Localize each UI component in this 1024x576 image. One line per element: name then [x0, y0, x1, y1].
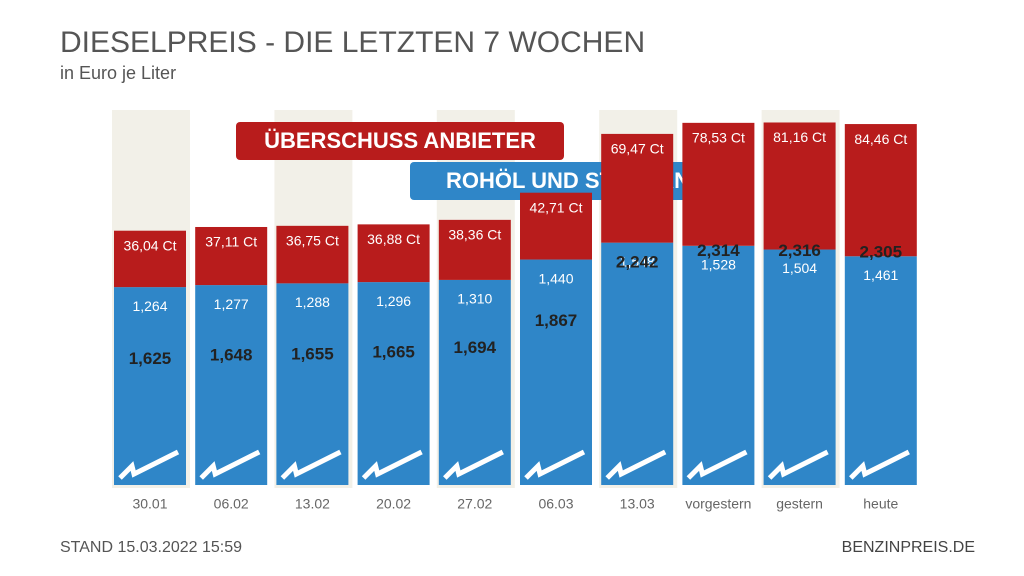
total-label: 2,314 — [697, 241, 740, 260]
axis-break — [443, 449, 504, 480]
axis-break — [686, 449, 748, 480]
value-label: 1,461 — [863, 267, 898, 283]
axis-break — [524, 449, 586, 480]
bar-segment-surplus — [763, 122, 836, 250]
bar-segment-base — [763, 249, 836, 485]
chart-subtitle: in Euro je Liter — [60, 63, 176, 83]
bar-segment-surplus — [682, 122, 755, 246]
value-label: 1,296 — [376, 293, 411, 309]
value-label: 1,277 — [214, 296, 249, 312]
total-label: 1,625 — [129, 349, 172, 368]
axis-break — [280, 449, 342, 480]
axis-break — [118, 449, 180, 480]
bar-segment-base — [438, 279, 511, 485]
x-tick-label: heute — [863, 496, 898, 512]
axis-break — [767, 449, 829, 480]
bar-segment-surplus — [844, 124, 917, 257]
total-label: 1,648 — [210, 345, 253, 364]
total-label: 1,694 — [454, 338, 497, 357]
bar-segment-surplus — [601, 133, 674, 243]
axis-break — [605, 449, 667, 480]
bar-segment-base — [357, 282, 430, 485]
x-tick-label: gestern — [776, 496, 823, 512]
axis-break — [361, 449, 423, 480]
value-label: 69,47 Ct — [611, 141, 664, 157]
value-label: 36,75 Ct — [286, 233, 339, 249]
total-label: 2,305 — [860, 243, 903, 262]
value-label: 37,11 Ct — [205, 234, 257, 250]
x-tick-label: 13.03 — [620, 496, 655, 512]
value-label: 36,04 Ct — [124, 237, 177, 253]
axis-break — [849, 449, 910, 480]
bar-segment-base — [844, 256, 917, 485]
bar-segment-surplus — [195, 226, 268, 286]
value-label: 1,528 — [701, 256, 736, 272]
x-tick-label: 06.03 — [538, 496, 573, 512]
total-label: 1,867 — [535, 311, 578, 330]
x-tick-label: 27.02 — [457, 496, 492, 512]
chart-title: DIESELPREIS - DIE LETZTEN 7 WOCHEN — [60, 26, 645, 59]
value-label: 42,71 Ct — [530, 199, 583, 215]
bar-segment-surplus — [520, 192, 592, 260]
value-label: 36,88 Ct — [367, 231, 420, 247]
footer-right: BENZINPREIS.DE — [842, 539, 975, 556]
x-tick-label: vorgestern — [685, 496, 751, 512]
value-label: 1,440 — [538, 270, 573, 286]
value-label: 78,53 Ct — [692, 130, 745, 146]
bar-segment-base — [601, 242, 674, 485]
total-label: 1,665 — [372, 343, 415, 362]
total-label: 2,242 — [616, 252, 659, 271]
value-label: 1,310 — [457, 291, 492, 307]
bar-segment-base — [520, 259, 592, 485]
footer-left: STAND 15.03.2022 15:59 — [60, 539, 242, 556]
x-tick-label: 30.01 — [132, 496, 167, 512]
value-label: 1,288 — [295, 294, 330, 310]
axis-break — [199, 449, 261, 480]
bar-segment-surplus — [114, 230, 186, 288]
total-label: 2,316 — [778, 241, 821, 260]
legend-label: ÜBERSCHUSS ANBIETER — [264, 128, 536, 153]
legend-box — [236, 122, 564, 160]
bar-segment-surplus — [276, 225, 349, 284]
bar-segment-base — [682, 245, 755, 485]
value-label: 1,504 — [782, 260, 817, 276]
value-label: 1,264 — [132, 298, 167, 314]
value-label: 1,548 — [620, 253, 655, 269]
x-tick-label: 13.02 — [295, 496, 330, 512]
bar-segment-surplus — [357, 224, 430, 283]
value-label: 81,16 Ct — [773, 129, 826, 145]
bar-segment-surplus — [438, 219, 511, 280]
value-label: 84,46 Ct — [854, 131, 907, 147]
x-tick-label: 20.02 — [376, 496, 411, 512]
value-label: 38,36 Ct — [448, 227, 501, 243]
total-label: 1,655 — [291, 344, 334, 363]
x-tick-label: 06.02 — [214, 496, 249, 512]
